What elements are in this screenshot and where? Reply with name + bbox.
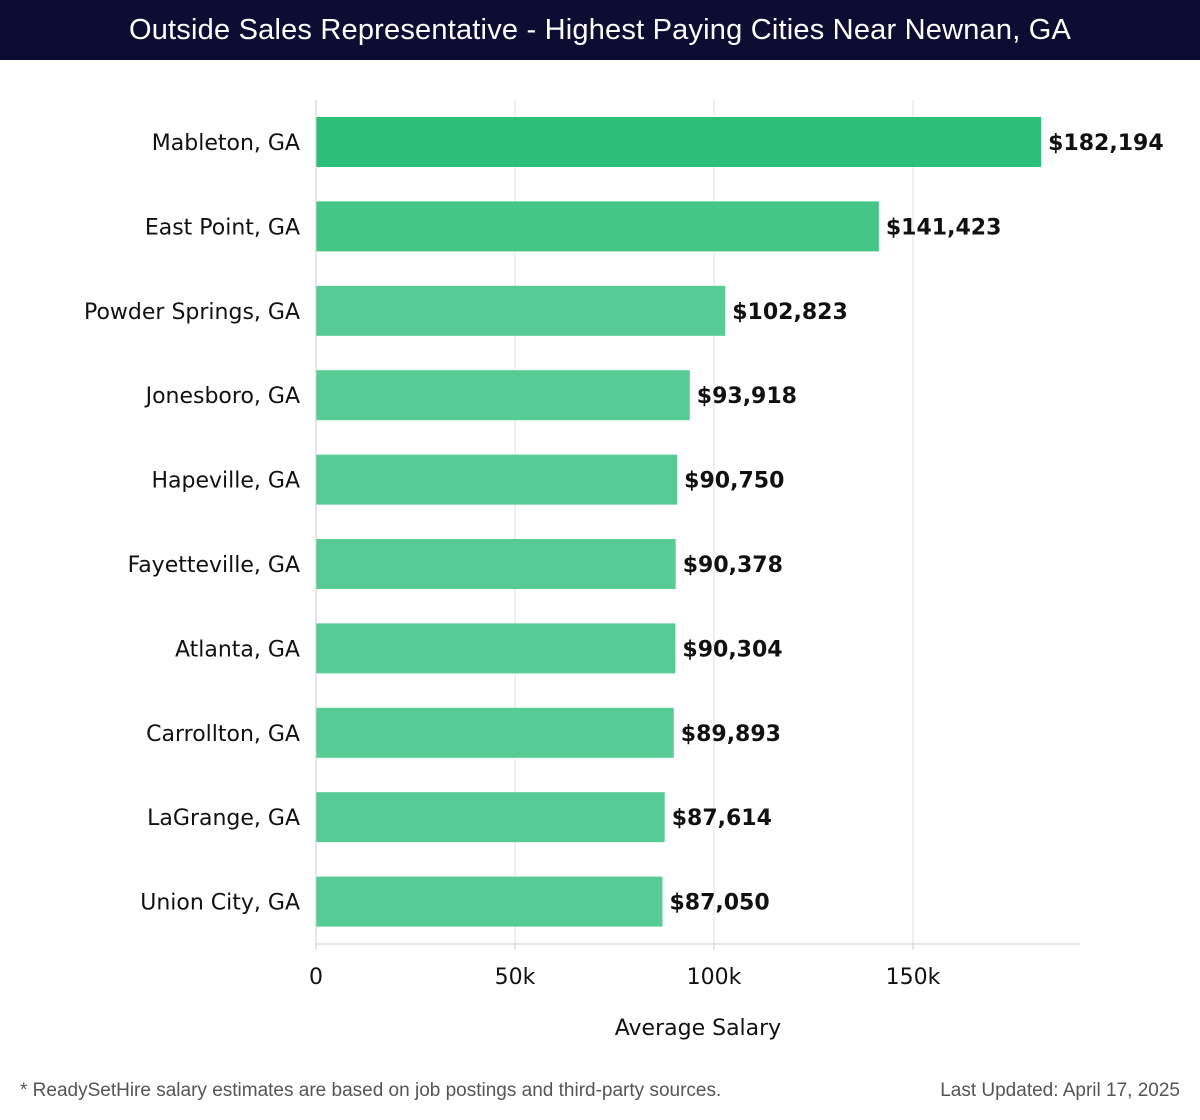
x-axis-title: Average Salary (615, 1016, 781, 1041)
bar (316, 201, 879, 252)
bar-chart: Mableton, GA $182,194 East Point, GA $141,4… (84, 100, 1164, 1041)
x-tick-label: 100k (687, 965, 742, 990)
bar (316, 539, 676, 589)
label-layer: Mableton, GA $182,194 East Point, GA $141,4… (84, 131, 1164, 916)
data-label: $87,050 (669, 891, 769, 916)
x-tick-label: 0 (309, 965, 323, 990)
category-label: Carrollton, GA (146, 722, 300, 747)
category-label: Mableton, GA (152, 131, 300, 156)
data-label: $102,823 (732, 300, 848, 325)
data-label: $87,614 (672, 806, 772, 831)
bar (316, 707, 674, 758)
data-label: $89,893 (681, 722, 781, 747)
footer-note: * ReadySetHire salary estimates are base… (20, 1080, 722, 1101)
axis-layer: 0 50k 100k 150k Average Salary (309, 100, 1080, 1041)
data-label: $90,750 (684, 469, 784, 494)
category-label: Powder Springs, GA (84, 300, 300, 325)
category-label: Union City, GA (140, 891, 300, 916)
bar (316, 876, 663, 927)
bar (316, 623, 676, 674)
bar (316, 117, 1042, 167)
data-label: $182,194 (1048, 131, 1164, 156)
bar-layer (316, 117, 1042, 927)
category-label: Hapeville, GA (152, 469, 301, 494)
bar (316, 285, 726, 336)
category-label: Jonesboro, GA (144, 384, 300, 409)
category-label: Fayetteville, GA (128, 553, 300, 578)
data-label: $90,304 (682, 637, 782, 662)
category-label: Atlanta, GA (175, 637, 300, 662)
bar (316, 792, 665, 843)
footer-updated: Last Updated: April 17, 2025 (940, 1080, 1180, 1101)
data-label: $90,378 (683, 553, 783, 578)
x-tick-label: 150k (886, 965, 941, 990)
category-label: East Point, GA (145, 215, 300, 240)
bar (316, 454, 678, 505)
category-label: LaGrange, GA (147, 806, 300, 831)
bar (316, 370, 690, 421)
chart-title: Outside Sales Representative - Highest P… (0, 0, 1200, 60)
data-label: $141,423 (886, 215, 1002, 240)
x-tick-label: 50k (495, 965, 536, 990)
data-label: $93,918 (697, 384, 797, 409)
